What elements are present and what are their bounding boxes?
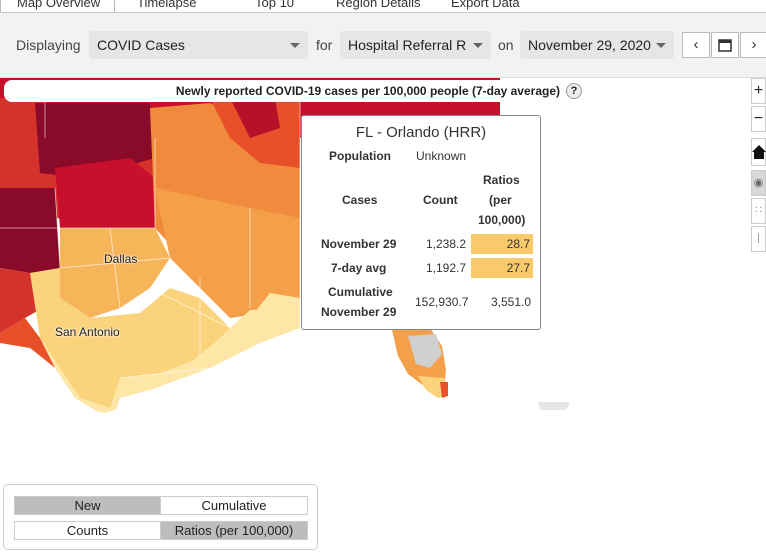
pointer-icon: ◉ [753, 177, 764, 189]
col-header-count: Count [423, 193, 458, 207]
lasso-tool-button[interactable]: ∷ [751, 198, 766, 224]
region-select-value: Hospital Referral R [348, 37, 467, 53]
ratios-toggle[interactable]: Ratios (per 100,000) [160, 521, 308, 540]
pan-icon: | [757, 233, 760, 244]
new-toggle[interactable]: New [14, 496, 161, 515]
cumulative-label-2: November 29 [321, 305, 397, 319]
region-mexico[interactable] [0, 328, 300, 478]
tab-timelapse[interactable]: Timelapse [137, 0, 197, 10]
row-count-7day: 1,192.7 [426, 261, 467, 275]
region-gulf-coast[interactable] [150, 293, 300, 390]
row-count-nov29: 1,238.2 [426, 237, 467, 251]
zoom-out-button[interactable]: − [751, 106, 766, 132]
city-label-dallas: Dallas [104, 252, 138, 266]
region-dallas[interactable] [60, 228, 170, 318]
cumulative-toggle[interactable]: Cumulative [160, 496, 308, 515]
toolbar: Displaying COVID Cases for Hospital Refe… [0, 13, 766, 78]
col-header-ratio-1: Ratios [483, 173, 520, 187]
chevron-left-icon: ‹ [693, 36, 699, 53]
on-label: on [498, 37, 514, 53]
home-icon [752, 145, 766, 159]
pan-tool-button[interactable]: | [751, 226, 766, 252]
display-toggles: New Cumulative Counts Ratios (per 100,00… [3, 484, 318, 550]
previous-date-button[interactable]: ‹ [682, 32, 710, 58]
tab-export-data[interactable]: Export Data [451, 0, 520, 10]
tab-top-10[interactable]: Top 10 [255, 0, 295, 10]
metric-select-value: COVID Cases [97, 37, 185, 53]
region-ar-dark[interactable] [230, 98, 280, 138]
col-header-ratio-2: (per [489, 193, 512, 207]
map-title-bar: Newly reported COVID-19 cases per 100,00… [4, 80, 586, 102]
tooltip-title: FL - Orlando (HRR) [355, 124, 487, 141]
zoom-in-button[interactable]: + [751, 78, 766, 104]
col-header-cases: Cases [342, 193, 378, 207]
city-label-san-antonio: San Antonio [55, 325, 120, 339]
region-bahamas[interactable] [538, 402, 570, 410]
region-southwest[interactable] [0, 318, 55, 368]
displaying-label: Displaying [16, 37, 81, 53]
metric-select[interactable]: COVID Cases [89, 31, 308, 59]
tab-map-overview[interactable]: Map Overview [0, 0, 116, 12]
col-header-ratio-3: 100,000) [478, 213, 526, 227]
cumulative-count: 152,930.7 [415, 295, 469, 309]
tab-region-details[interactable]: Region Details [336, 0, 421, 10]
date-select-value: November 29, 2020 [528, 37, 651, 53]
chevron-down-icon [656, 43, 666, 48]
calendar-icon [718, 39, 732, 52]
region-west-texas[interactable] [0, 188, 60, 273]
tab-bar: Map Overview Timelapse Top 10 Region Det… [0, 0, 766, 13]
lasso-icon: ∷ [755, 205, 762, 216]
region-tooltip: FL - Orlando (HRR) Population Unknown Ca… [301, 115, 541, 330]
region-central-red[interactable] [55, 158, 155, 233]
region-east-light[interactable] [155, 188, 300, 318]
region-florida-grey[interactable] [408, 334, 442, 368]
region-florida-south[interactable] [418, 376, 446, 398]
population-label: Population [329, 149, 391, 163]
row-label-nov29: November 29 [321, 237, 397, 251]
cumulative-label-1: Cumulative [328, 285, 393, 299]
date-select[interactable]: November 29, 2020 [520, 31, 674, 59]
map-title: Newly reported COVID-19 cases per 100,00… [175, 84, 560, 98]
help-icon[interactable]: ? [566, 83, 582, 99]
population-value: Unknown [416, 149, 467, 163]
chevron-down-icon [473, 43, 483, 48]
row-ratio-nov29: 28.7 [471, 234, 533, 254]
row-ratio-7day: 27.7 [471, 258, 533, 278]
choropleth-map[interactable] [0, 78, 766, 478]
counts-toggle[interactable]: Counts [14, 521, 161, 540]
calendar-button[interactable] [711, 32, 739, 58]
home-button[interactable] [751, 138, 766, 166]
region-miami[interactable] [440, 382, 448, 398]
next-date-button[interactable]: › [740, 32, 766, 58]
select-tool-button[interactable]: ◉ [751, 170, 766, 196]
chevron-right-icon: › [751, 36, 757, 53]
chevron-down-icon [290, 43, 300, 48]
cumulative-ratio: 3,551.0 [491, 295, 532, 309]
region-select[interactable]: Hospital Referral R [340, 31, 491, 59]
for-label: for [316, 37, 333, 53]
row-label-7day: 7-day avg [331, 261, 387, 275]
